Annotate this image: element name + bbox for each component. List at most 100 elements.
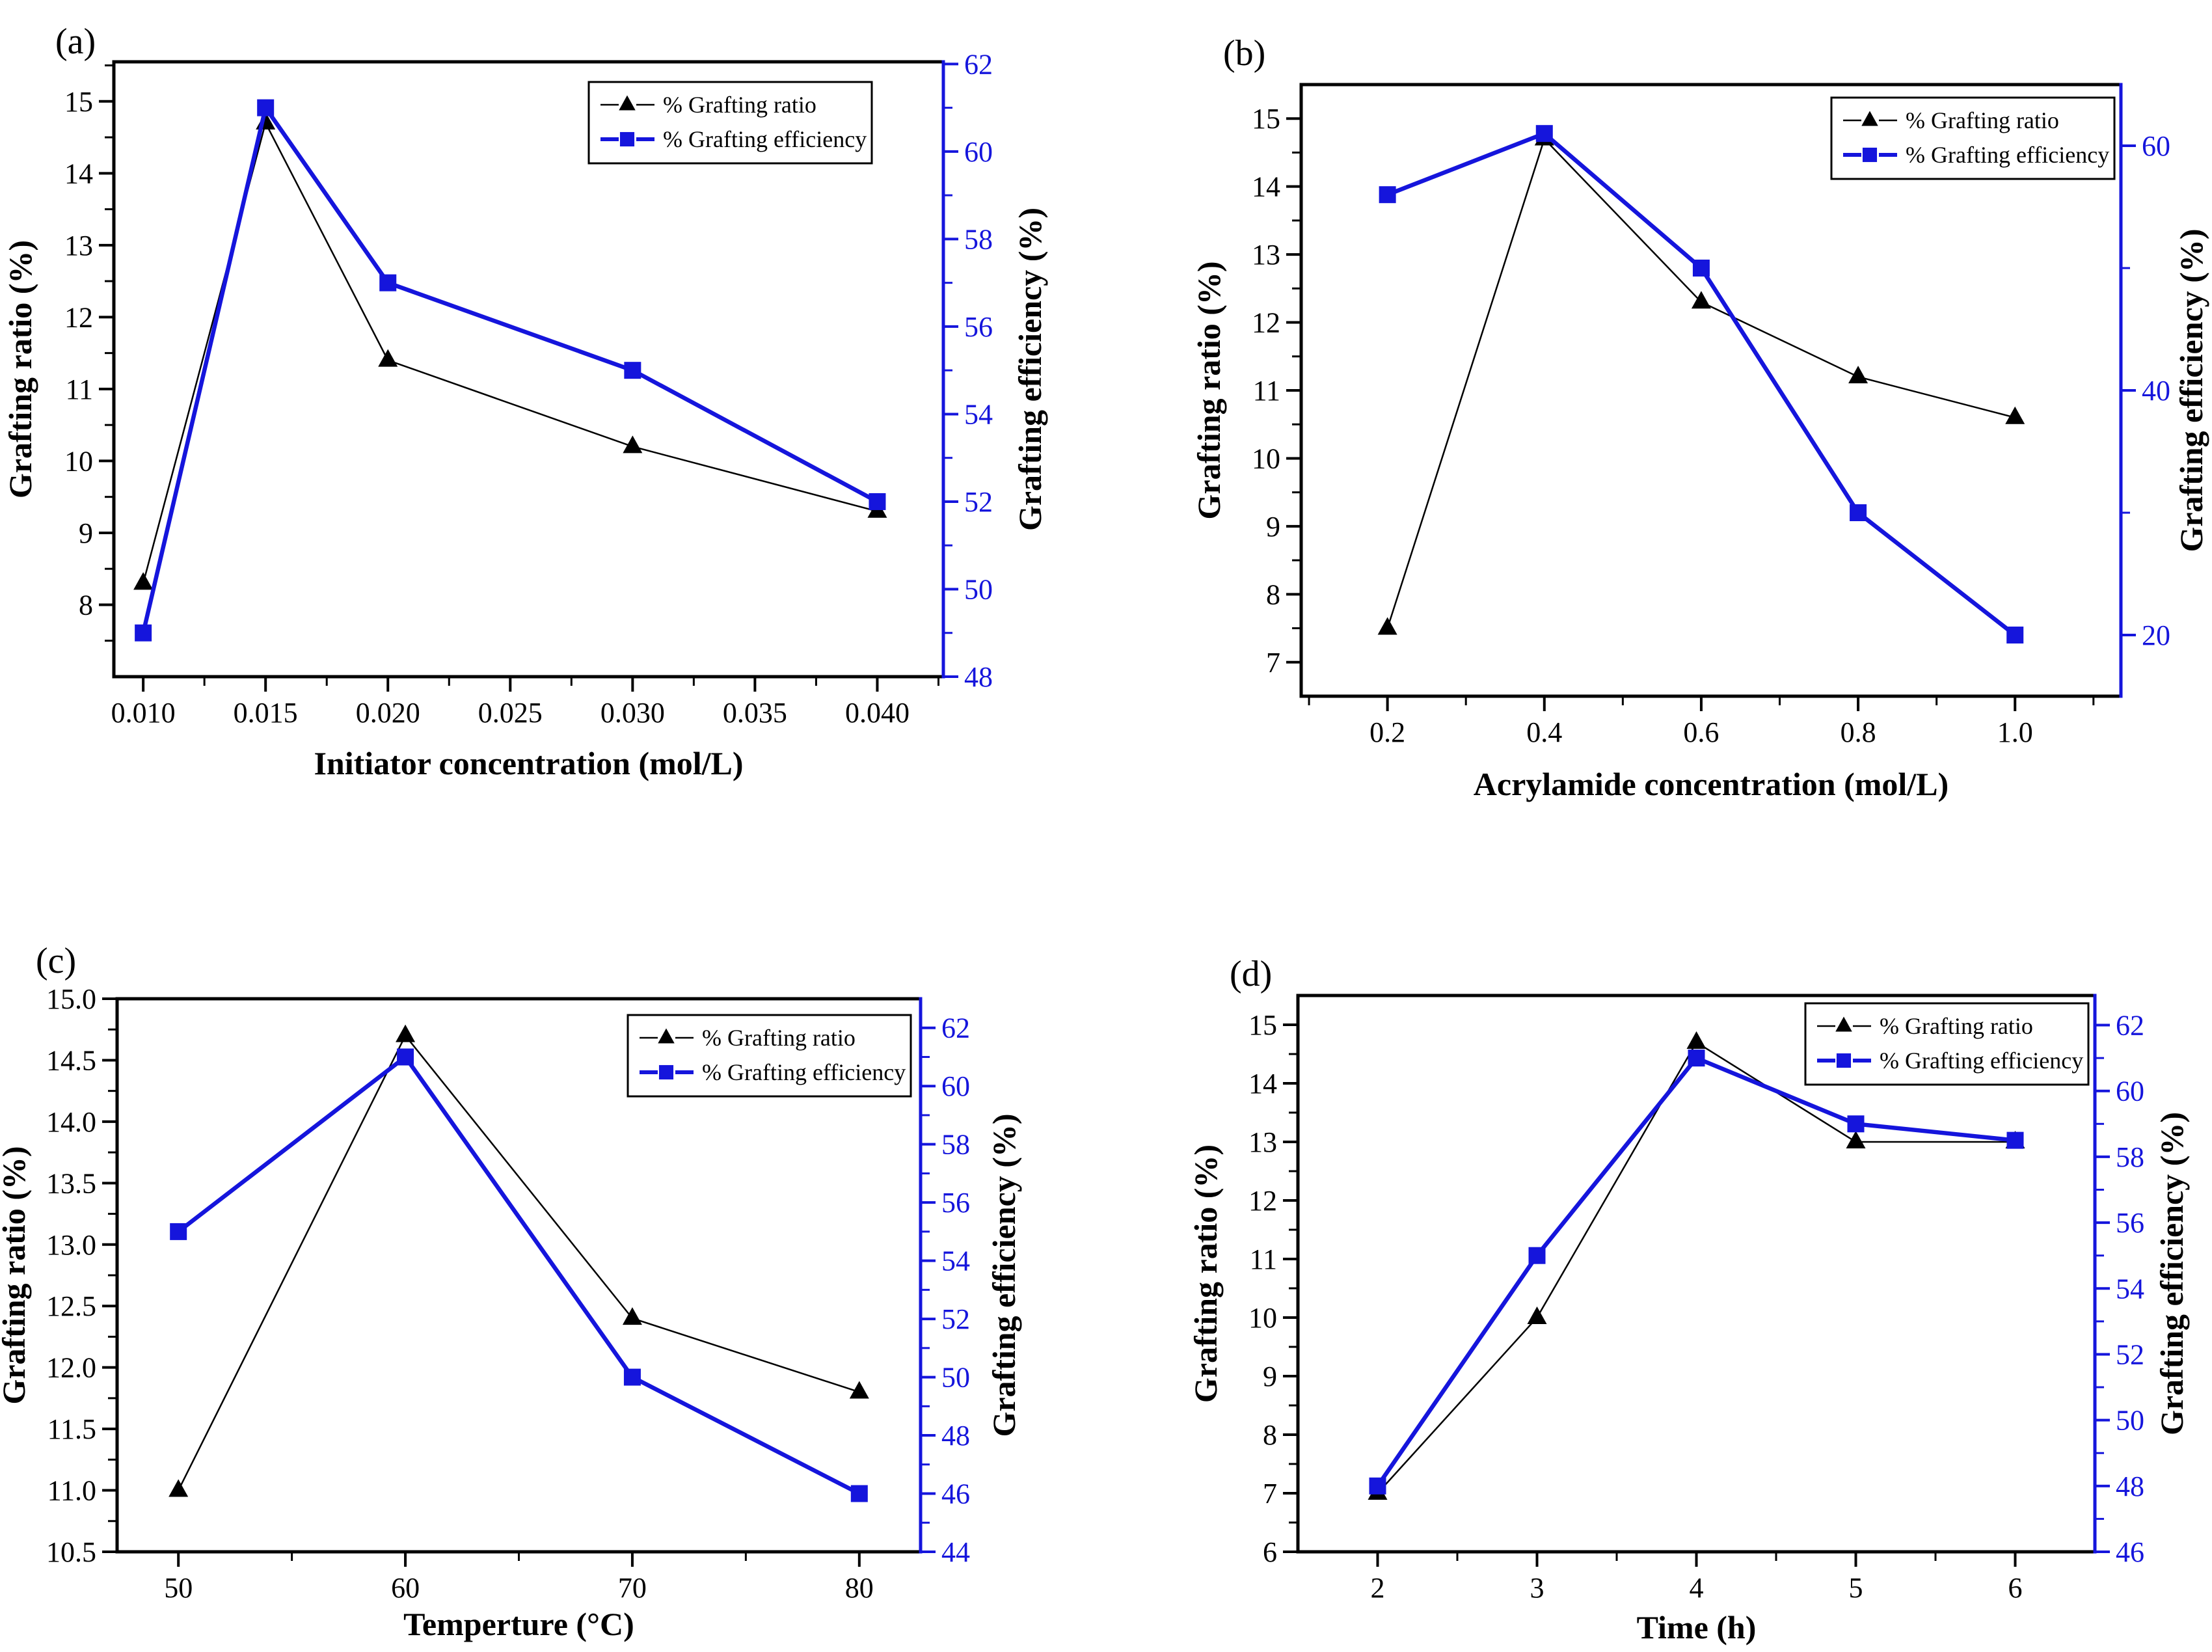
svg-text:60: 60 [391,1572,420,1604]
svg-text:62: 62 [2116,1010,2144,1042]
svg-text:8: 8 [1266,578,1280,610]
svg-text:50: 50 [2116,1405,2144,1437]
svg-text:0.030: 0.030 [600,697,665,729]
svg-text:Grafting efficiency (%): Grafting efficiency (%) [2153,1112,2190,1435]
svg-text:48: 48 [964,661,993,693]
svg-text:70: 70 [618,1572,647,1604]
svg-text:40: 40 [2142,375,2170,407]
svg-text:% Grafting efficiency: % Grafting efficiency [1880,1048,2083,1074]
svg-text:62: 62 [941,1012,970,1044]
chart-b: 0.2 0.4 0.6 0.8 1.0 7 8 9 10 11 12 13 14 15 20 40 60 Acry… [1191,33,2209,802]
svg-text:6: 6 [2008,1572,2023,1604]
svg-text:Grafting efficiency (%): Grafting efficiency (%) [1012,208,1048,531]
svg-text:0.020: 0.020 [356,697,420,729]
svg-text:13.5: 13.5 [46,1167,96,1199]
svg-text:54: 54 [964,398,993,430]
svg-text:11: 11 [1250,1243,1277,1275]
svg-text:% Grafting ratio: % Grafting ratio [702,1025,856,1051]
svg-text:0.6: 0.6 [1683,716,1719,748]
svg-text:7: 7 [1266,647,1280,679]
svg-text:Grafting ratio (%): Grafting ratio (%) [1187,1144,1224,1403]
svg-text:(b): (b) [1223,33,1265,74]
svg-text:56: 56 [2116,1207,2144,1239]
panel-a: 0.010 0.015 0.020 0.025 0.030 0.035 0.040 8 9 10 1… [0,0,1106,826]
chart-d: 2 3 4 5 66789101112131415464850525456586062T… [1187,954,2190,1645]
svg-text:2: 2 [1371,1572,1385,1604]
svg-text:Time (h): Time (h) [1637,1609,1757,1645]
svg-text:6: 6 [1263,1536,1277,1568]
svg-text:52: 52 [941,1303,970,1335]
svg-text:11: 11 [1253,375,1280,407]
svg-text:20: 20 [2142,619,2170,651]
svg-text:Grafting efficiency (%): Grafting efficiency (%) [2173,228,2209,552]
svg-text:% Grafting efficiency: % Grafting efficiency [702,1059,906,1085]
svg-text:Grafting ratio (%): Grafting ratio (%) [2,240,38,498]
svg-text:50: 50 [941,1362,970,1394]
svg-text:13.0: 13.0 [46,1229,96,1261]
svg-text:(d): (d) [1230,954,1272,994]
svg-text:12: 12 [64,301,93,333]
svg-text:14: 14 [64,157,93,189]
svg-text:60: 60 [941,1070,970,1102]
svg-text:13: 13 [1252,239,1280,271]
svg-text:60: 60 [2116,1076,2144,1107]
svg-text:(a): (a) [55,21,96,62]
svg-text:14: 14 [1248,1068,1277,1100]
svg-text:14.0: 14.0 [46,1106,96,1138]
svg-text:0.040: 0.040 [845,697,910,729]
svg-text:4: 4 [1690,1572,1704,1604]
svg-text:0.015: 0.015 [234,697,298,729]
chart-c: 50 60 70 80 10.5 11.0 11.5 12.0 12.5 13.0 13.5 14.0… [0,941,1022,1642]
svg-text:15: 15 [1252,103,1280,135]
svg-text:12: 12 [1248,1185,1277,1217]
svg-text:48: 48 [2116,1470,2144,1502]
svg-text:0.8: 0.8 [1841,716,1876,748]
svg-text:56: 56 [964,311,993,343]
svg-text:% Grafting ratio: % Grafting ratio [1880,1013,2033,1039]
svg-text:52: 52 [2116,1338,2144,1370]
svg-text:10: 10 [1248,1302,1277,1334]
svg-text:10: 10 [64,445,93,477]
svg-text:Grafting ratio (%): Grafting ratio (%) [1191,261,1227,519]
svg-text:% Grafting efficiency: % Grafting efficiency [1906,142,2109,168]
svg-text:0.025: 0.025 [478,697,543,729]
svg-text:58: 58 [964,223,993,255]
svg-text:13: 13 [64,230,93,262]
svg-text:% Grafting ratio: % Grafting ratio [663,92,816,118]
svg-text:12.5: 12.5 [46,1290,96,1322]
panel-b: 0.2 0.4 0.6 0.8 1.0 7 8 9 10 11 12 13 14 15 20 40 60 Acry… [1106,0,2212,826]
svg-text:54: 54 [2116,1273,2144,1305]
svg-text:8: 8 [79,589,93,621]
svg-text:50: 50 [964,573,993,605]
svg-text:Temperture (°C): Temperture (°C) [403,1606,634,1642]
svg-text:0.035: 0.035 [723,697,787,729]
svg-text:9: 9 [1263,1361,1277,1392]
svg-text:60: 60 [2142,130,2170,162]
panel-d: 2 3 4 5 6 6 7 8 9 10 11 12 13 14 15 46 48 50 52 54 56 58 60 62 T… [1106,826,2212,1652]
svg-text:10.5: 10.5 [46,1536,96,1568]
svg-text:9: 9 [79,517,93,549]
svg-text:15.0: 15.0 [46,983,96,1015]
svg-text:44: 44 [941,1536,970,1568]
svg-text:% Grafting efficiency: % Grafting efficiency [663,126,867,152]
svg-text:11.5: 11.5 [47,1413,96,1445]
svg-text:52: 52 [964,486,993,518]
svg-text:56: 56 [941,1187,970,1219]
svg-text:3: 3 [1530,1572,1544,1604]
svg-text:11.0: 11.0 [47,1475,96,1507]
svg-text:8: 8 [1263,1419,1277,1451]
svg-text:15: 15 [64,86,93,118]
svg-text:13: 13 [1248,1126,1277,1158]
svg-text:0.010: 0.010 [111,697,176,729]
svg-text:14.5: 14.5 [46,1044,96,1076]
svg-text:62: 62 [964,48,993,80]
svg-text:Acrylamide concentration (mol/: Acrylamide concentration (mol/L) [1474,766,1949,802]
svg-text:% Grafting ratio: % Grafting ratio [1906,107,2059,133]
svg-text:15: 15 [1248,1009,1277,1041]
svg-text:12.0: 12.0 [46,1352,96,1384]
svg-text:46: 46 [941,1478,970,1510]
svg-text:7: 7 [1263,1478,1277,1510]
svg-text:46: 46 [2116,1536,2144,1568]
svg-text:Initiator concentration (mol/L: Initiator concentration (mol/L) [314,745,743,781]
